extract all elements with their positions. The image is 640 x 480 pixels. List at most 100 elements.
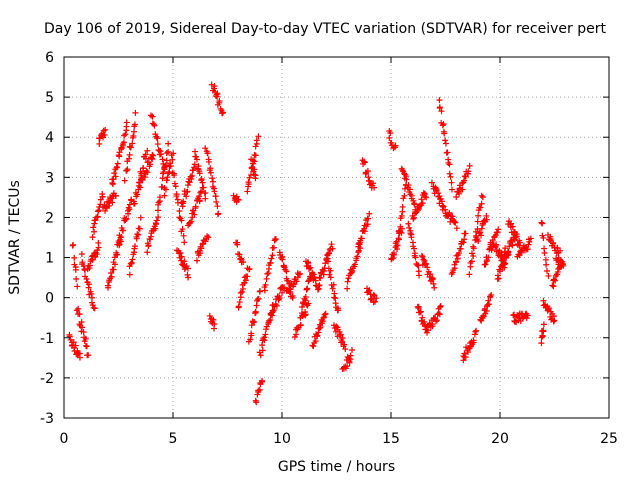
data-point xyxy=(252,308,259,315)
data-point xyxy=(122,131,129,138)
data-point xyxy=(104,282,111,289)
data-point xyxy=(86,281,93,288)
data-point xyxy=(506,243,513,250)
data-point xyxy=(213,198,220,205)
data-point xyxy=(485,254,492,261)
data-point xyxy=(560,261,567,268)
data-point xyxy=(192,203,199,210)
data-point xyxy=(470,253,477,260)
data-point xyxy=(453,225,460,232)
data-point xyxy=(370,180,377,187)
data-point xyxy=(262,281,269,288)
data-point xyxy=(255,133,262,140)
data-point xyxy=(205,158,212,165)
data-point xyxy=(394,246,401,253)
data-point xyxy=(412,254,419,261)
data-point xyxy=(310,343,317,350)
data-point xyxy=(326,246,333,253)
data-point xyxy=(121,132,128,139)
data-point xyxy=(193,156,200,163)
data-point xyxy=(212,193,219,200)
data-point xyxy=(236,299,243,306)
data-point xyxy=(495,226,502,233)
data-point xyxy=(152,225,159,232)
x-tick-label: 25 xyxy=(600,431,618,447)
data-point xyxy=(110,266,117,273)
data-point xyxy=(73,307,80,314)
data-point xyxy=(79,259,86,266)
data-point xyxy=(85,352,92,359)
data-point xyxy=(442,137,449,144)
data-point xyxy=(314,286,321,293)
data-point xyxy=(459,186,466,193)
data-point xyxy=(211,83,218,90)
data-point xyxy=(184,265,191,272)
data-point xyxy=(289,294,296,301)
data-point xyxy=(179,226,186,233)
data-point xyxy=(244,188,251,195)
data-point xyxy=(312,338,319,345)
data-point xyxy=(399,167,406,174)
data-point xyxy=(423,194,430,201)
data-point xyxy=(163,157,170,164)
data-point xyxy=(91,228,98,235)
data-point xyxy=(66,333,73,340)
data-point xyxy=(233,193,240,200)
data-point xyxy=(123,167,130,174)
data-point xyxy=(180,198,187,205)
data-point xyxy=(344,363,351,370)
data-point xyxy=(367,296,374,303)
data-point xyxy=(130,132,137,139)
data-point xyxy=(111,170,118,177)
data-point xyxy=(326,271,333,278)
data-point xyxy=(196,197,203,204)
data-point xyxy=(371,184,378,191)
data-point xyxy=(155,207,162,214)
data-point xyxy=(109,199,116,206)
data-point xyxy=(486,301,493,308)
data-point xyxy=(488,291,495,298)
data-point xyxy=(415,303,422,310)
data-point xyxy=(106,200,113,207)
data-point xyxy=(188,218,195,225)
data-point xyxy=(164,174,171,181)
data-point xyxy=(478,232,485,239)
chart-title: Day 106 of 2019, Sidereal Day-to-day VTE… xyxy=(44,21,606,37)
data-point xyxy=(473,327,480,334)
data-point xyxy=(81,267,88,274)
data-point xyxy=(173,191,180,198)
data-point xyxy=(102,126,109,133)
data-point xyxy=(113,164,120,171)
data-point xyxy=(417,309,424,316)
data-point xyxy=(178,217,185,224)
data-point xyxy=(444,149,451,156)
data-point xyxy=(540,328,547,335)
data-point xyxy=(172,183,179,190)
data-point xyxy=(421,318,428,325)
data-point xyxy=(75,305,82,312)
data-point xyxy=(475,238,482,245)
data-point xyxy=(191,211,198,218)
data-point xyxy=(327,274,334,281)
data-point xyxy=(482,261,489,268)
data-point xyxy=(114,251,121,258)
data-point xyxy=(354,253,361,260)
data-point xyxy=(193,153,200,160)
data-point xyxy=(144,147,151,154)
data-point xyxy=(540,321,547,328)
data-point xyxy=(131,121,138,128)
data-point xyxy=(215,210,222,217)
data-point xyxy=(498,249,505,256)
data-point xyxy=(446,161,453,168)
data-point xyxy=(405,220,412,227)
plot-frame xyxy=(63,56,610,419)
data-point xyxy=(149,155,156,162)
data-point xyxy=(470,245,477,252)
data-point xyxy=(329,245,336,252)
x-axis-title: GPS time / hours xyxy=(278,459,395,475)
data-point xyxy=(475,212,482,219)
data-point xyxy=(322,310,329,317)
data-point xyxy=(305,260,312,267)
data-point xyxy=(239,288,246,295)
